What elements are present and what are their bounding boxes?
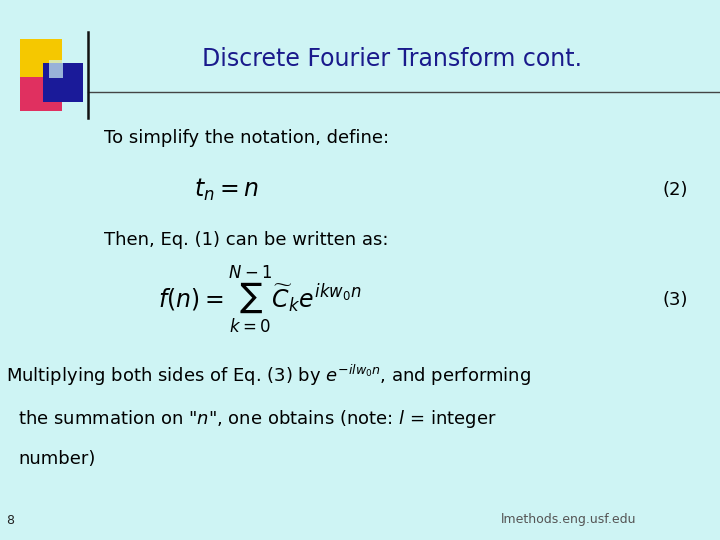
Bar [43,63,83,102]
Text: the summation on "$\mathit{n}$", one obtains (note: $l$ = integer: the summation on "$\mathit{n}$", one obt… [18,408,497,429]
Text: $f(n) = \sum_{k=0}^{N-1} \widetilde{C}_k e^{ikw_0n}$: $f(n) = \sum_{k=0}^{N-1} \widetilde{C}_k… [158,264,362,335]
Bar [20,77,62,111]
Text: (2): (2) [662,181,688,199]
Text: Discrete Fourier Transform cont.: Discrete Fourier Transform cont. [202,48,582,71]
Text: lmethods.eng.usf.edu: lmethods.eng.usf.edu [500,514,636,526]
Bar [20,39,62,78]
Text: Then, Eq. (1) can be written as:: Then, Eq. (1) can be written as: [104,231,389,249]
Text: Multiplying both sides of Eq. (3) by $e^{-ilw_0n}$, and performing: Multiplying both sides of Eq. (3) by $e^… [6,363,531,388]
Text: $t_n = n$: $t_n = n$ [194,177,259,203]
Text: number): number) [18,450,95,468]
Text: To simplify the notation, define:: To simplify the notation, define: [104,129,390,147]
Bar [49,60,63,78]
Text: (3): (3) [662,291,688,309]
Text: 8: 8 [6,514,14,526]
